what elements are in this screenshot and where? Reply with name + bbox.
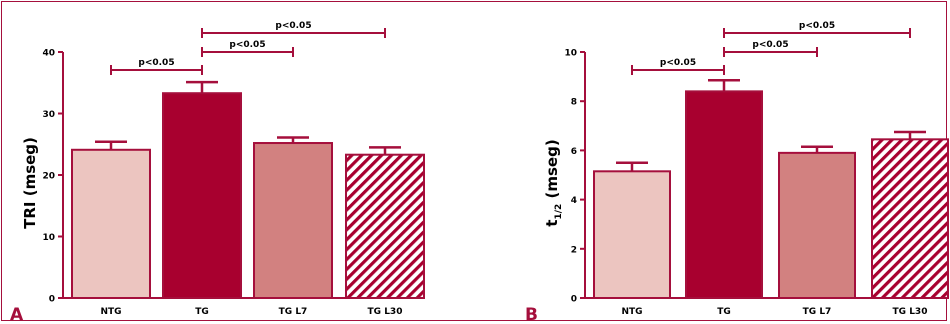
panel-label: A [10,305,24,324]
y-tick-label: 20 [42,172,55,182]
y-axis-label: TRI (mseg) [21,137,39,229]
y-axis-label: t1/2 (mseg) [543,139,564,226]
bar-tg-l30 [345,153,425,299]
bar-tg [162,92,242,299]
significance-label: p<0.05 [229,40,265,50]
significance-label: p<0.05 [799,21,835,31]
significance-label: p<0.05 [752,40,788,50]
y-tick-label: 4 [571,196,577,206]
bar-ntg [593,170,671,299]
category-label: TG [717,307,731,317]
significance-label: p<0.05 [138,58,174,68]
bar-tg-l7 [778,151,856,299]
y-tick-label: 8 [571,98,577,108]
y-tick-label: 2 [571,245,577,255]
category-label: TG L30 [893,307,928,317]
bar-tg-l7 [253,142,333,299]
bar-ntg [71,148,151,299]
y-tick-label: 40 [42,49,55,59]
bar-tg [685,90,763,299]
y-axis-label-subscript: 1/2 [554,204,564,220]
category-label: TG [195,307,209,317]
panel-label: B [525,305,538,324]
category-label: TG L7 [279,307,308,317]
category-label: NTG [621,307,642,317]
y-tick-label: 0 [49,295,55,305]
significance-label: p<0.05 [275,21,311,31]
significance-label: p<0.05 [660,58,696,68]
y-tick-label: 6 [571,147,577,157]
y-tick-label: 10 [42,233,55,243]
y-axis-label-main: t [543,220,561,227]
y-tick-label: 10 [564,49,577,59]
bar-tg-l30 [871,138,949,299]
category-label: NTG [100,307,121,317]
category-label: TG L30 [368,307,403,317]
y-axis-label-unit: (mseg) [543,139,561,203]
category-label: TG L7 [803,307,832,317]
y-tick-label: 0 [571,295,577,305]
y-tick-label: 30 [42,110,55,120]
